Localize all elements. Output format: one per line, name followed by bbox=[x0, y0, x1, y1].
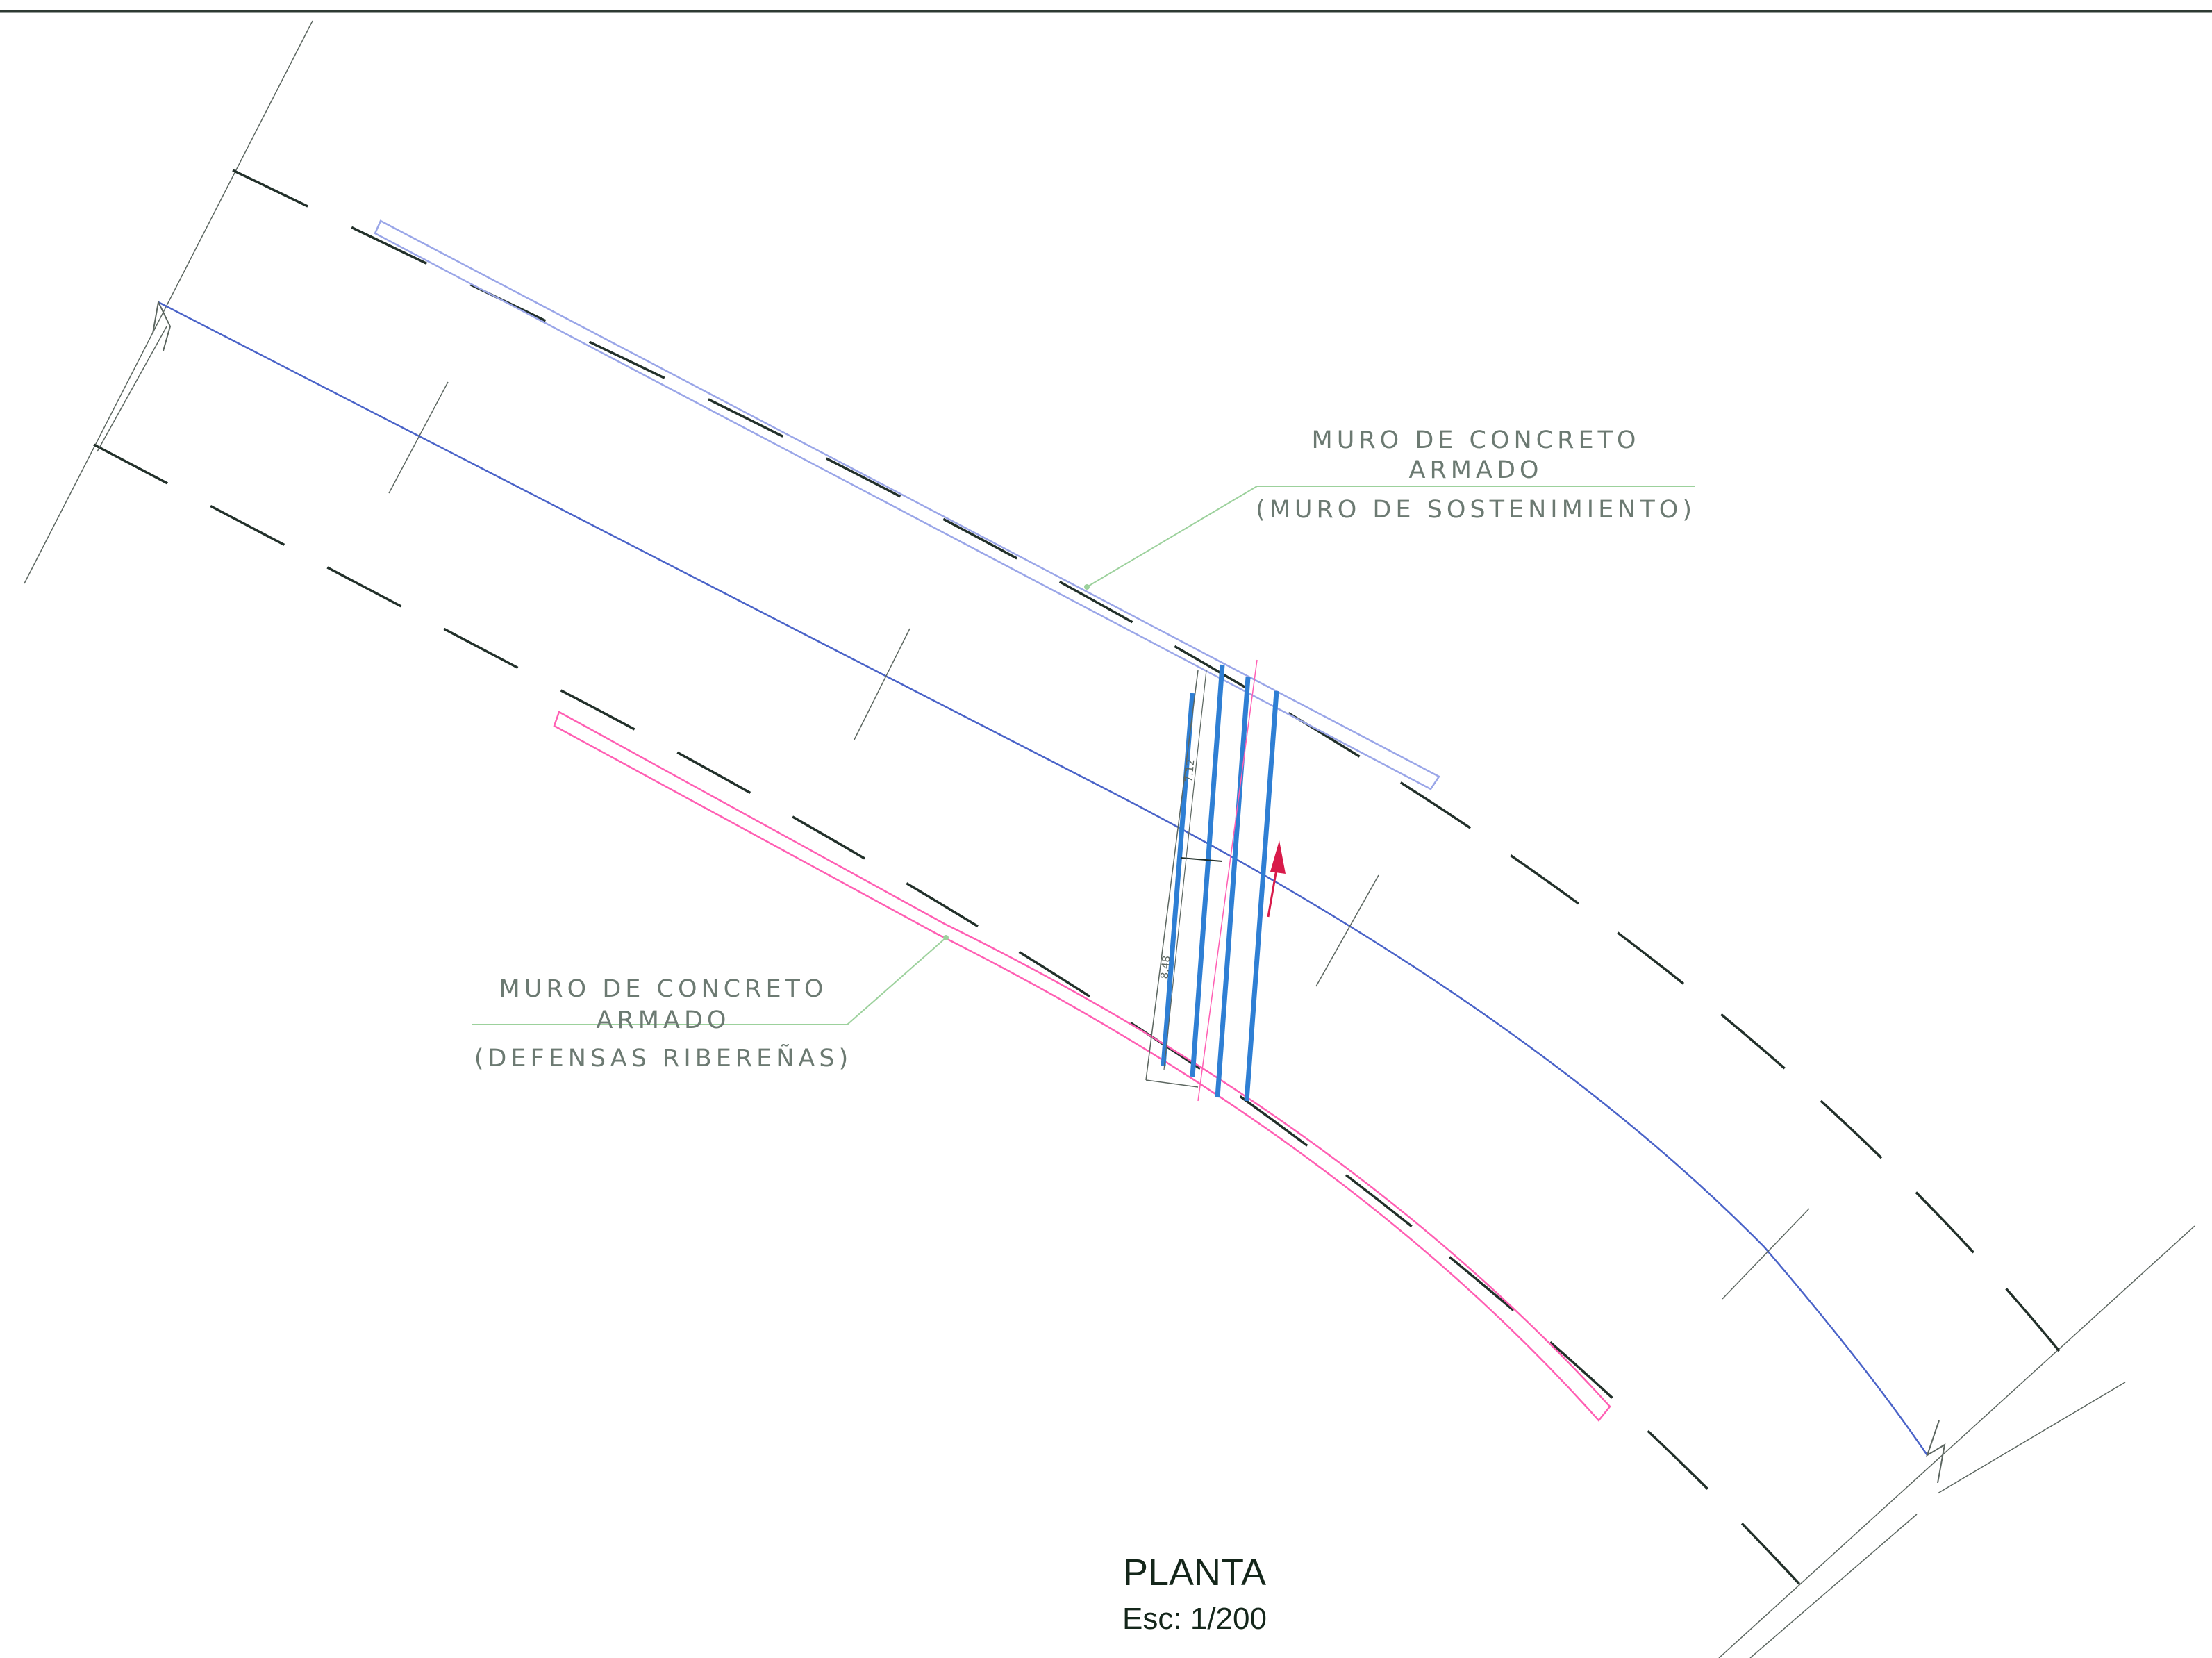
break-symbol-left bbox=[152, 299, 172, 351]
upper-wall-label-line1: MURO DE CONCRETO bbox=[1312, 426, 1640, 454]
drawing-title: PLANTA bbox=[1123, 1552, 1266, 1593]
centerline-tick-1 bbox=[388, 381, 449, 494]
centerline-tick-4 bbox=[1722, 1208, 1810, 1300]
lower-dashed-edge bbox=[93, 443, 1804, 1589]
drawing-scale: Esc: 1/200 bbox=[1122, 1602, 1267, 1636]
bridge-outline-left bbox=[1145, 670, 1199, 1081]
boundary-line-upper-left bbox=[24, 20, 313, 584]
centerline-tick-3 bbox=[1315, 874, 1379, 987]
dimension-line-upper bbox=[1186, 670, 1207, 859]
dimension-label-upper: 7.12 bbox=[1183, 758, 1197, 783]
centerline-tick-2 bbox=[854, 628, 910, 740]
leader-line-upper bbox=[1086, 486, 1695, 588]
upper-dashed-edge bbox=[232, 169, 2061, 1352]
bridge-line-3 bbox=[1215, 677, 1251, 1098]
lower-wall-label-line2: ARMADO bbox=[597, 1006, 731, 1034]
bridge-mid-edge bbox=[1180, 857, 1223, 862]
leader-dot-upper bbox=[1084, 584, 1090, 590]
dimension-label-lower: 8.48 bbox=[1158, 955, 1173, 979]
left-end-line bbox=[97, 326, 167, 452]
channel-centerline bbox=[158, 301, 1929, 1456]
leader-dot-lower bbox=[943, 935, 949, 940]
upper-wall-label-line2: ARMADO bbox=[1409, 456, 1543, 484]
lower-wall-label-line3: (DEFENSAS RIBEREÑAS) bbox=[474, 1043, 853, 1072]
bridge-bottom-edge bbox=[1145, 1079, 1199, 1088]
dimension-line-lower bbox=[1163, 857, 1187, 1070]
leader-line-lower bbox=[472, 937, 947, 1025]
riverbank-wall-lower bbox=[553, 711, 1611, 1422]
upper-wall-label-line3: (MURO DE SOSTENIMIENTO) bbox=[1256, 496, 1696, 524]
section-line-right-end bbox=[1749, 1514, 1918, 1658]
lower-wall-label-line1: MURO DE CONCRETO bbox=[499, 975, 828, 1003]
flow-arrow-head bbox=[1270, 840, 1286, 874]
bridge-line-2 bbox=[1190, 664, 1225, 1077]
bridge-outline-right bbox=[1197, 659, 1258, 1102]
break-symbol-right bbox=[1926, 1420, 1946, 1484]
boundary-line-lower-right bbox=[1718, 1225, 2195, 1658]
section-line-right-end-2 bbox=[1937, 1382, 2126, 1494]
bridge-line-4 bbox=[1244, 690, 1279, 1102]
retaining-wall-upper bbox=[374, 219, 1440, 790]
